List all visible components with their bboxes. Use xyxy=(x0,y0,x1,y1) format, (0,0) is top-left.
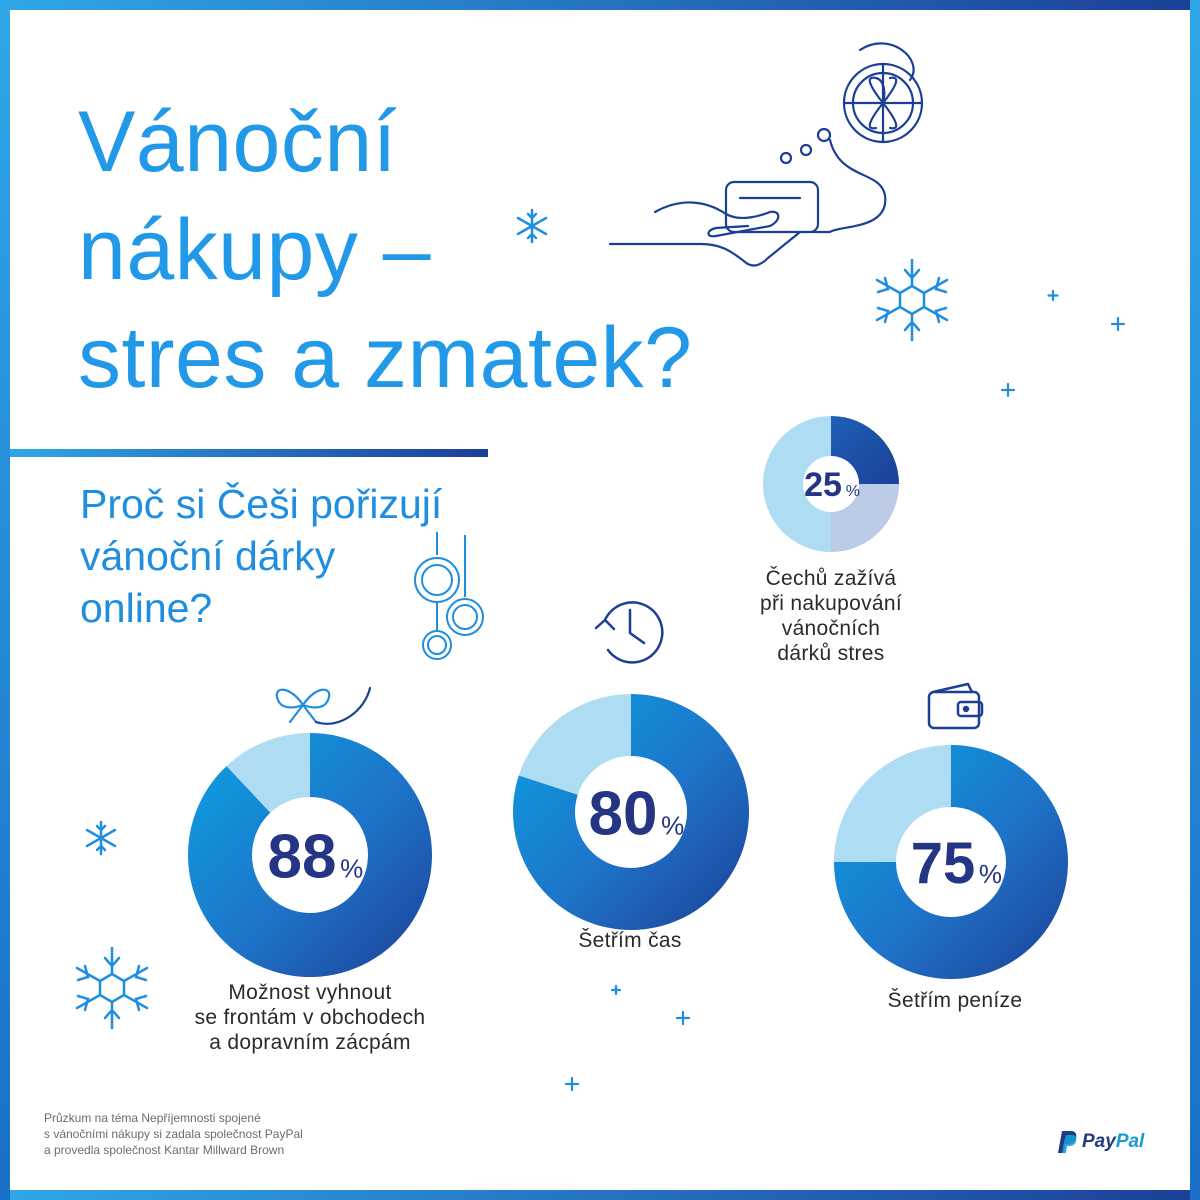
donut-remainder-segment xyxy=(226,733,310,813)
chart-label-stress: Čechů zažívá při nakupování vánočních dá… xyxy=(726,566,936,666)
donut-value-segment xyxy=(834,745,1068,979)
donut-remainder-segment xyxy=(763,416,831,552)
chart-label-line: se frontám v obchodech xyxy=(194,1006,426,1029)
subtitle-line: online? xyxy=(80,585,213,631)
donut-remainder-segment xyxy=(518,694,631,795)
chart-label-line: při nakupování xyxy=(760,592,902,615)
donut-unit-label: % xyxy=(979,859,1002,889)
donut-unit-label: % xyxy=(661,810,684,840)
frame-left xyxy=(0,0,10,1200)
donut-remainder-segment xyxy=(834,745,951,862)
paypal-p-icon xyxy=(1058,1131,1077,1153)
subtitle-line: vánoční dárky xyxy=(80,533,336,579)
chart-label-queues: Možnost vyhnout se frontám v obchodech a… xyxy=(170,980,450,1055)
donut-unit-label: % xyxy=(340,853,363,883)
donut-value-label: 75 xyxy=(911,831,976,896)
donut-value-segment xyxy=(513,694,749,930)
donut-unit-label: % xyxy=(846,483,860,500)
donut-remainder-segment xyxy=(831,484,899,552)
donut-value-label: 25 xyxy=(804,466,842,504)
donut-value-segment xyxy=(831,416,899,484)
frame-bottom xyxy=(0,1190,1200,1200)
section-divider xyxy=(10,449,488,457)
section-subtitle: Proč si Češi pořizují vánoční dárky onli… xyxy=(80,478,540,634)
donut-value-segment xyxy=(188,733,433,977)
page-title: Vánoční nákupy – stres a zmatek? xyxy=(78,88,838,412)
chart-label-line: Šetřím čas xyxy=(578,929,682,952)
frame-right xyxy=(1190,0,1200,1200)
title-line: stres a zmatek? xyxy=(78,310,693,406)
footnote-line: s vánočními nákupy si zadala společnost … xyxy=(44,1127,303,1141)
chart-label-line: Šetřím peníze xyxy=(887,989,1023,1012)
donut-value-label: 80 xyxy=(589,779,658,848)
survey-footnote: Průzkum na téma Nepříjemnosti spojené s … xyxy=(44,1110,364,1158)
footnote-line: a provedla společnost Kantar Millward Br… xyxy=(44,1143,285,1157)
chart-label-line: vánočních xyxy=(781,617,881,640)
chart-label-line: dárků stres xyxy=(777,642,885,665)
chart-label-line: Čechů zažívá xyxy=(765,567,897,590)
donut-value-label: 88 xyxy=(268,822,337,891)
chart-label-money: Šetřím peníze xyxy=(855,988,1055,1013)
frame-top xyxy=(0,0,1200,10)
brand-part-2: Pal xyxy=(1115,1131,1145,1152)
paypal-logo: PayPal xyxy=(1056,1130,1144,1154)
brand-part-1: Pay xyxy=(1082,1131,1116,1152)
title-line: Vánoční xyxy=(78,94,398,190)
chart-label-time: Šetřím čas xyxy=(530,928,730,953)
footnote-line: Průzkum na téma Nepříjemnosti spojené xyxy=(44,1111,261,1125)
subtitle-line: Proč si Češi pořizují xyxy=(80,481,443,527)
chart-label-line: a dopravním zácpám xyxy=(209,1031,411,1054)
title-line: nákupy – xyxy=(78,202,432,298)
chart-label-line: Možnost vyhnout xyxy=(228,981,392,1004)
